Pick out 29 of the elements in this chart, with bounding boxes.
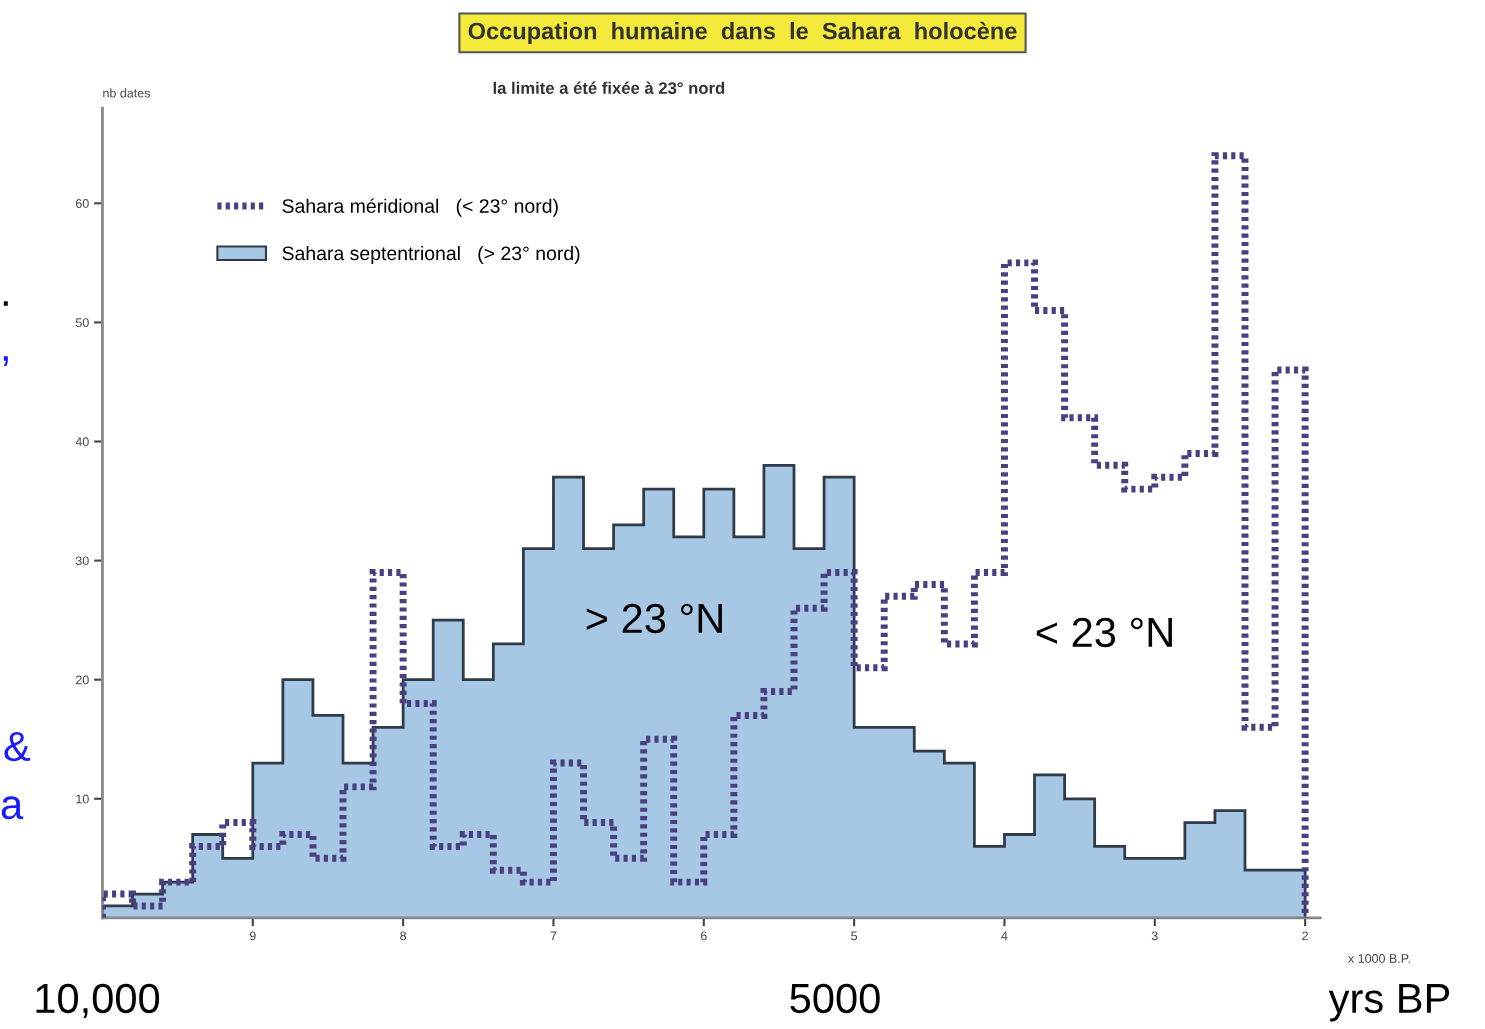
x-tick-label: 8 <box>400 931 407 941</box>
legend-label: Sahara septentrional (> 23° nord) <box>282 245 580 265</box>
x-tick-label: 3 <box>1151 931 1158 941</box>
y-tick-label: 20 <box>76 675 89 685</box>
y-tick-label: 30 <box>75 556 89 566</box>
text: 5000 <box>790 983 880 1014</box>
legend-label: Sahara méridional (< 23° nord) <box>282 198 558 217</box>
text: . <box>3 301 8 306</box>
annotation: > 23 °N <box>586 603 722 634</box>
x-tick-label: 5 <box>851 931 858 941</box>
y-axis-title: nb dates <box>103 88 150 98</box>
y-tick-label: 10 <box>76 794 89 804</box>
annotation: < 23 °N <box>1036 617 1172 648</box>
y-tick-label: 40 <box>75 437 89 447</box>
y-tick-label: 50 <box>75 318 89 328</box>
text: a <box>1 796 24 820</box>
text: yrs BP <box>1328 984 1450 1022</box>
x-tick-label: 7 <box>550 931 557 941</box>
x-tick-label: 9 <box>249 931 256 941</box>
text: , <box>3 356 8 367</box>
y-tick-label: 60 <box>76 199 89 208</box>
chart-title: Occupation humaine dans le Sahara holocène <box>468 21 1017 45</box>
x-axis-title: x 1000 B.P. <box>1348 954 1410 963</box>
text: 10,000 <box>36 983 160 1019</box>
text: & <box>4 731 31 762</box>
chart-subtitle: la limite a été fixée à 23° nord <box>493 81 725 95</box>
x-tick-label: 4 <box>1001 931 1008 941</box>
x-tick-label: 2 <box>1302 931 1308 941</box>
x-tick-label: 6 <box>700 931 707 941</box>
